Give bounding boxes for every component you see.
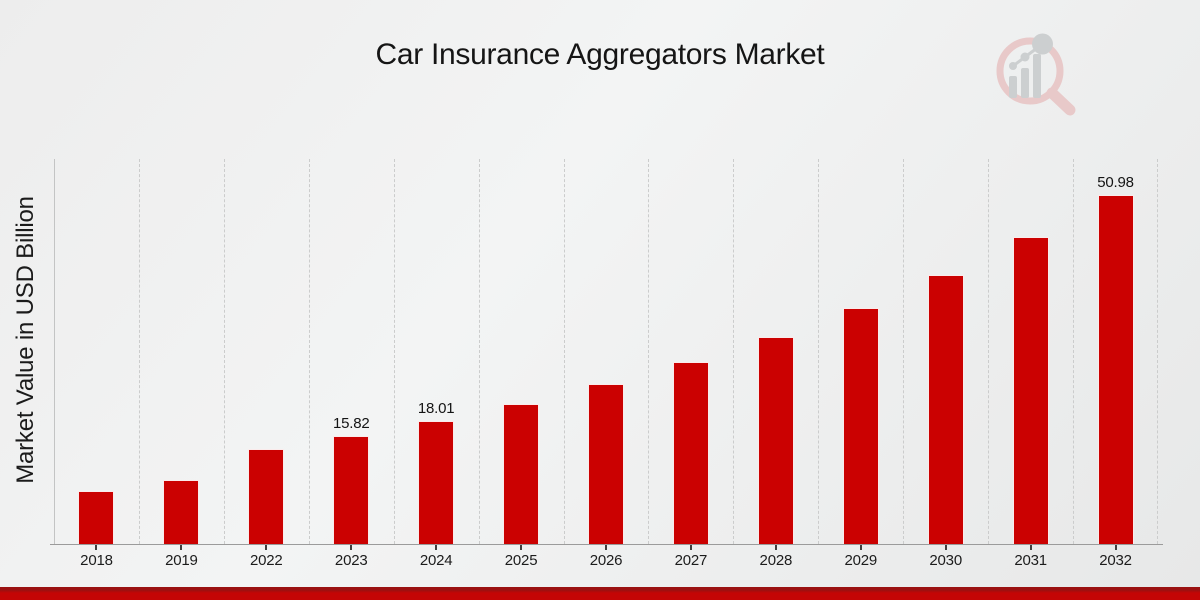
bar-2025 [503,403,540,544]
x-tick-label-2032: 2032 [1099,552,1132,569]
x-axis-tick [944,545,947,550]
bar-value-label-2023: 15.82 [332,414,370,432]
x-tick-label-2027: 2027 [674,552,708,569]
vertical-gridline [903,159,905,544]
vertical-gridline [478,159,480,544]
x-tick-label-2031: 2031 [1014,552,1047,569]
bar-2030 [927,274,964,544]
bar-2026 [588,384,624,544]
bar-2028 [757,336,794,544]
x-axis-tick [774,545,777,550]
vertical-gridline [818,159,820,544]
x-tick-label-2023: 2023 [334,552,368,569]
y-axis-line [54,159,55,544]
x-axis-tick [689,545,692,550]
x-tick-label-2028: 2028 [759,552,793,569]
x-tick-label-2022: 2022 [250,552,283,569]
logo-dot-small-icon [1009,62,1017,70]
y-axis-title: Market Value in USD Billion [12,196,39,484]
plot-area: 2018 2019 2022 15.82 2023 18.01 2024 2025 2026 20… [50,159,1163,569]
magnifier-ring-icon [996,37,1064,105]
magnifier-handle-icon [1046,87,1076,116]
bar-value-label-2024: 18.01 [417,399,455,417]
vertical-gridline [223,159,225,544]
bar-2027 [672,361,709,544]
x-axis-tick [95,545,98,550]
logo-dot-medium-icon [1020,52,1030,62]
bar-2024 [418,420,455,544]
bar-2032 [1097,195,1134,544]
x-tick-label-2018: 2018 [80,552,113,569]
x-tick-label-2024: 2024 [419,552,453,569]
x-axis-tick [265,545,268,550]
bar-2019 [163,480,200,544]
bar-2031 [1012,237,1049,544]
logo-dot-large-icon [1032,33,1053,55]
vertical-gridline [733,159,735,544]
x-tick-label-2025: 2025 [504,552,538,569]
vertical-gridline [393,159,395,544]
chart-title: Car Insurance Aggregators Market [375,38,825,71]
x-axis-tick [859,545,862,550]
x-axis-tick [605,545,607,550]
x-axis-tick [180,545,183,550]
x-axis-tick [1114,545,1117,550]
vertical-gridline [308,159,310,544]
bar-value-label-2032: 50.98 [1097,174,1134,191]
vertical-gridline [563,159,565,544]
magnifier-bar-chart-logo-watermark [985,22,1085,117]
x-axis-tick [520,545,523,550]
x-tick-label-2026: 2026 [589,552,623,569]
bar-2029 [842,307,879,544]
bar-2018 [78,490,115,544]
footer-accent-bar [0,587,1200,600]
logo-bars-icon [1009,54,1041,98]
vertical-gridline [1073,159,1075,544]
vertical-gridline [648,159,650,544]
x-axis-tick [435,545,438,550]
x-tick-label-2019: 2019 [165,552,198,569]
vertical-gridline [1157,159,1158,544]
x-axis-tick [350,545,353,550]
bar-2023 [333,435,370,544]
vertical-gridline [988,159,990,544]
bar-2022 [248,448,285,544]
x-axis-line [50,544,1163,545]
x-axis-tick [1029,545,1032,550]
x-tick-label-2029: 2029 [844,552,878,569]
vertical-gridline [138,159,140,544]
x-tick-label-2030: 2030 [929,552,962,569]
